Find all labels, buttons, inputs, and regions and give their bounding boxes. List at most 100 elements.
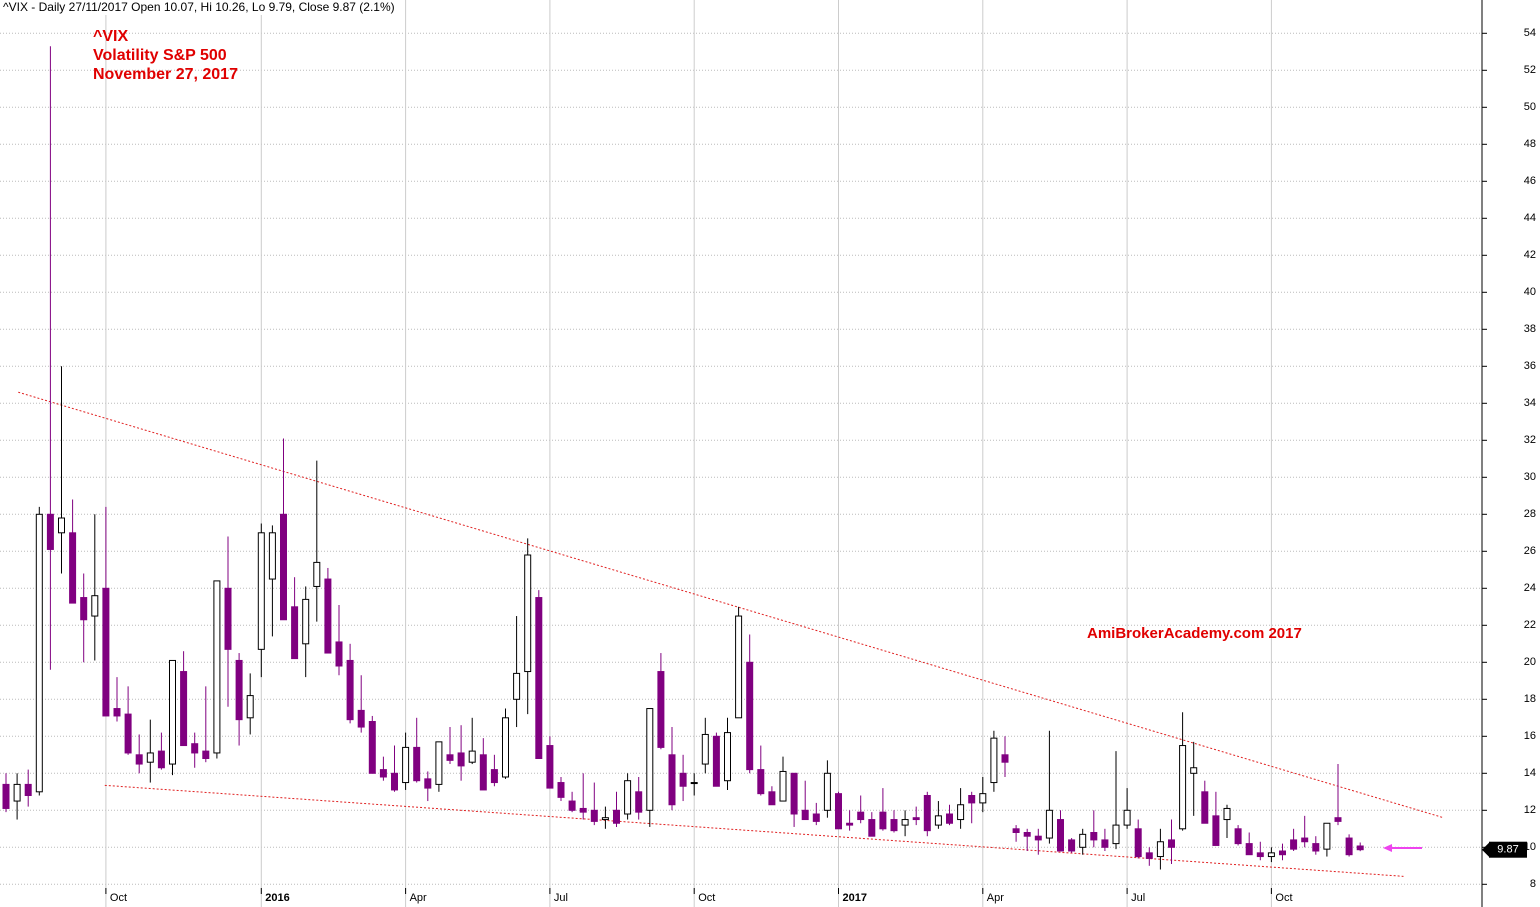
candle-body	[513, 672, 521, 700]
candle-body	[324, 578, 332, 654]
candle-body	[901, 819, 909, 826]
candle-body	[1234, 828, 1242, 845]
candle-body	[69, 532, 77, 604]
candle-body	[801, 809, 809, 821]
header-bg	[0, 0, 402, 15]
candle-body	[335, 641, 343, 667]
candle-body	[979, 793, 987, 804]
pointer-arrow	[1383, 844, 1422, 852]
candle-body	[1023, 832, 1031, 837]
candle-body	[169, 659, 176, 765]
candle-body	[1112, 824, 1120, 845]
candle-body	[990, 737, 998, 784]
candle-body	[46, 513, 54, 550]
candle-body	[35, 513, 43, 793]
candle-body	[668, 754, 676, 806]
candle-body	[823, 772, 831, 811]
y-tick-label: 38	[1524, 323, 1536, 335]
candle-body	[568, 800, 576, 811]
candle-body	[446, 754, 454, 761]
x-tick-label: 2017	[843, 892, 867, 904]
candle-body	[146, 752, 154, 763]
candle-body	[280, 513, 287, 621]
y-tick-label: 26	[1524, 545, 1536, 557]
candle-body	[890, 819, 898, 832]
trendline	[104, 784, 1404, 877]
candle-body	[624, 780, 632, 815]
y-tick-label: 28	[1524, 508, 1536, 520]
candle-body	[490, 769, 498, 784]
candle-body	[1312, 843, 1320, 852]
candle-body	[468, 750, 476, 763]
candles	[2, 46, 1364, 870]
candle-body	[601, 817, 609, 821]
x-tick-label: Jul	[1131, 892, 1145, 904]
candle-body	[257, 532, 265, 650]
candle-body	[557, 782, 565, 798]
candle-body	[946, 813, 953, 824]
last-value-label: 9.87	[1497, 844, 1518, 856]
candle-body	[368, 721, 376, 774]
candle-body	[2, 783, 10, 809]
candle-body	[246, 695, 254, 719]
candle-body	[857, 811, 865, 821]
candle-body	[135, 754, 143, 765]
candle-body	[1356, 845, 1364, 851]
candle-body	[690, 782, 698, 785]
candle-body	[835, 793, 842, 830]
grid	[0, 0, 1482, 907]
candle-body	[879, 811, 887, 830]
subtitle: Volatility S&P 500	[93, 47, 227, 64]
y-tick-label: 52	[1524, 64, 1536, 76]
candle-body	[1279, 850, 1286, 856]
candle-body	[224, 587, 232, 650]
date-label: November 27, 2017	[93, 66, 238, 83]
candle-body	[934, 815, 942, 826]
candle-body	[191, 743, 199, 754]
candle-body	[1334, 817, 1342, 822]
y-tick-label: 12	[1524, 804, 1536, 816]
candle-body	[746, 661, 754, 771]
candle-body	[80, 597, 88, 621]
candle-body	[1323, 822, 1331, 850]
candle-body	[1134, 828, 1142, 858]
y-tick-label: 14	[1524, 767, 1536, 779]
x-tick-label: Apr	[410, 892, 427, 904]
candle-body	[391, 772, 398, 791]
candle-body	[712, 735, 720, 787]
candle-body	[1212, 815, 1220, 846]
candle-body	[302, 598, 310, 645]
last-value-box	[1489, 841, 1527, 858]
candle-body	[24, 783, 32, 797]
candle-body	[1090, 832, 1098, 841]
candle-body	[590, 809, 598, 822]
y-tick-label: 20	[1524, 656, 1536, 668]
y-tick-label: 36	[1524, 360, 1536, 372]
x-tick-label: Oct	[698, 892, 715, 904]
candle-body	[357, 709, 365, 728]
candle-body	[413, 746, 421, 782]
x-tick-label: Oct	[1275, 892, 1292, 904]
candle-body	[13, 783, 21, 802]
candle-body	[790, 772, 798, 815]
candle-body	[91, 595, 99, 617]
candle-body	[1068, 839, 1076, 852]
candle-body	[923, 795, 931, 832]
candle-body	[1245, 843, 1253, 856]
candle-body	[202, 750, 210, 759]
candle-body	[535, 597, 543, 759]
candle-body	[757, 769, 765, 795]
candle-body	[157, 750, 165, 769]
y-tick-label: 24	[1524, 582, 1536, 594]
candle-body	[868, 819, 876, 837]
candle-body	[113, 708, 121, 717]
candle-body	[235, 659, 243, 721]
candle-body	[1223, 807, 1231, 821]
candle-body	[1001, 754, 1009, 763]
y-tick-label: 16	[1524, 730, 1536, 742]
x-tick-label: 2016	[265, 892, 289, 904]
candle-body	[124, 713, 132, 754]
candle-body	[768, 791, 776, 806]
